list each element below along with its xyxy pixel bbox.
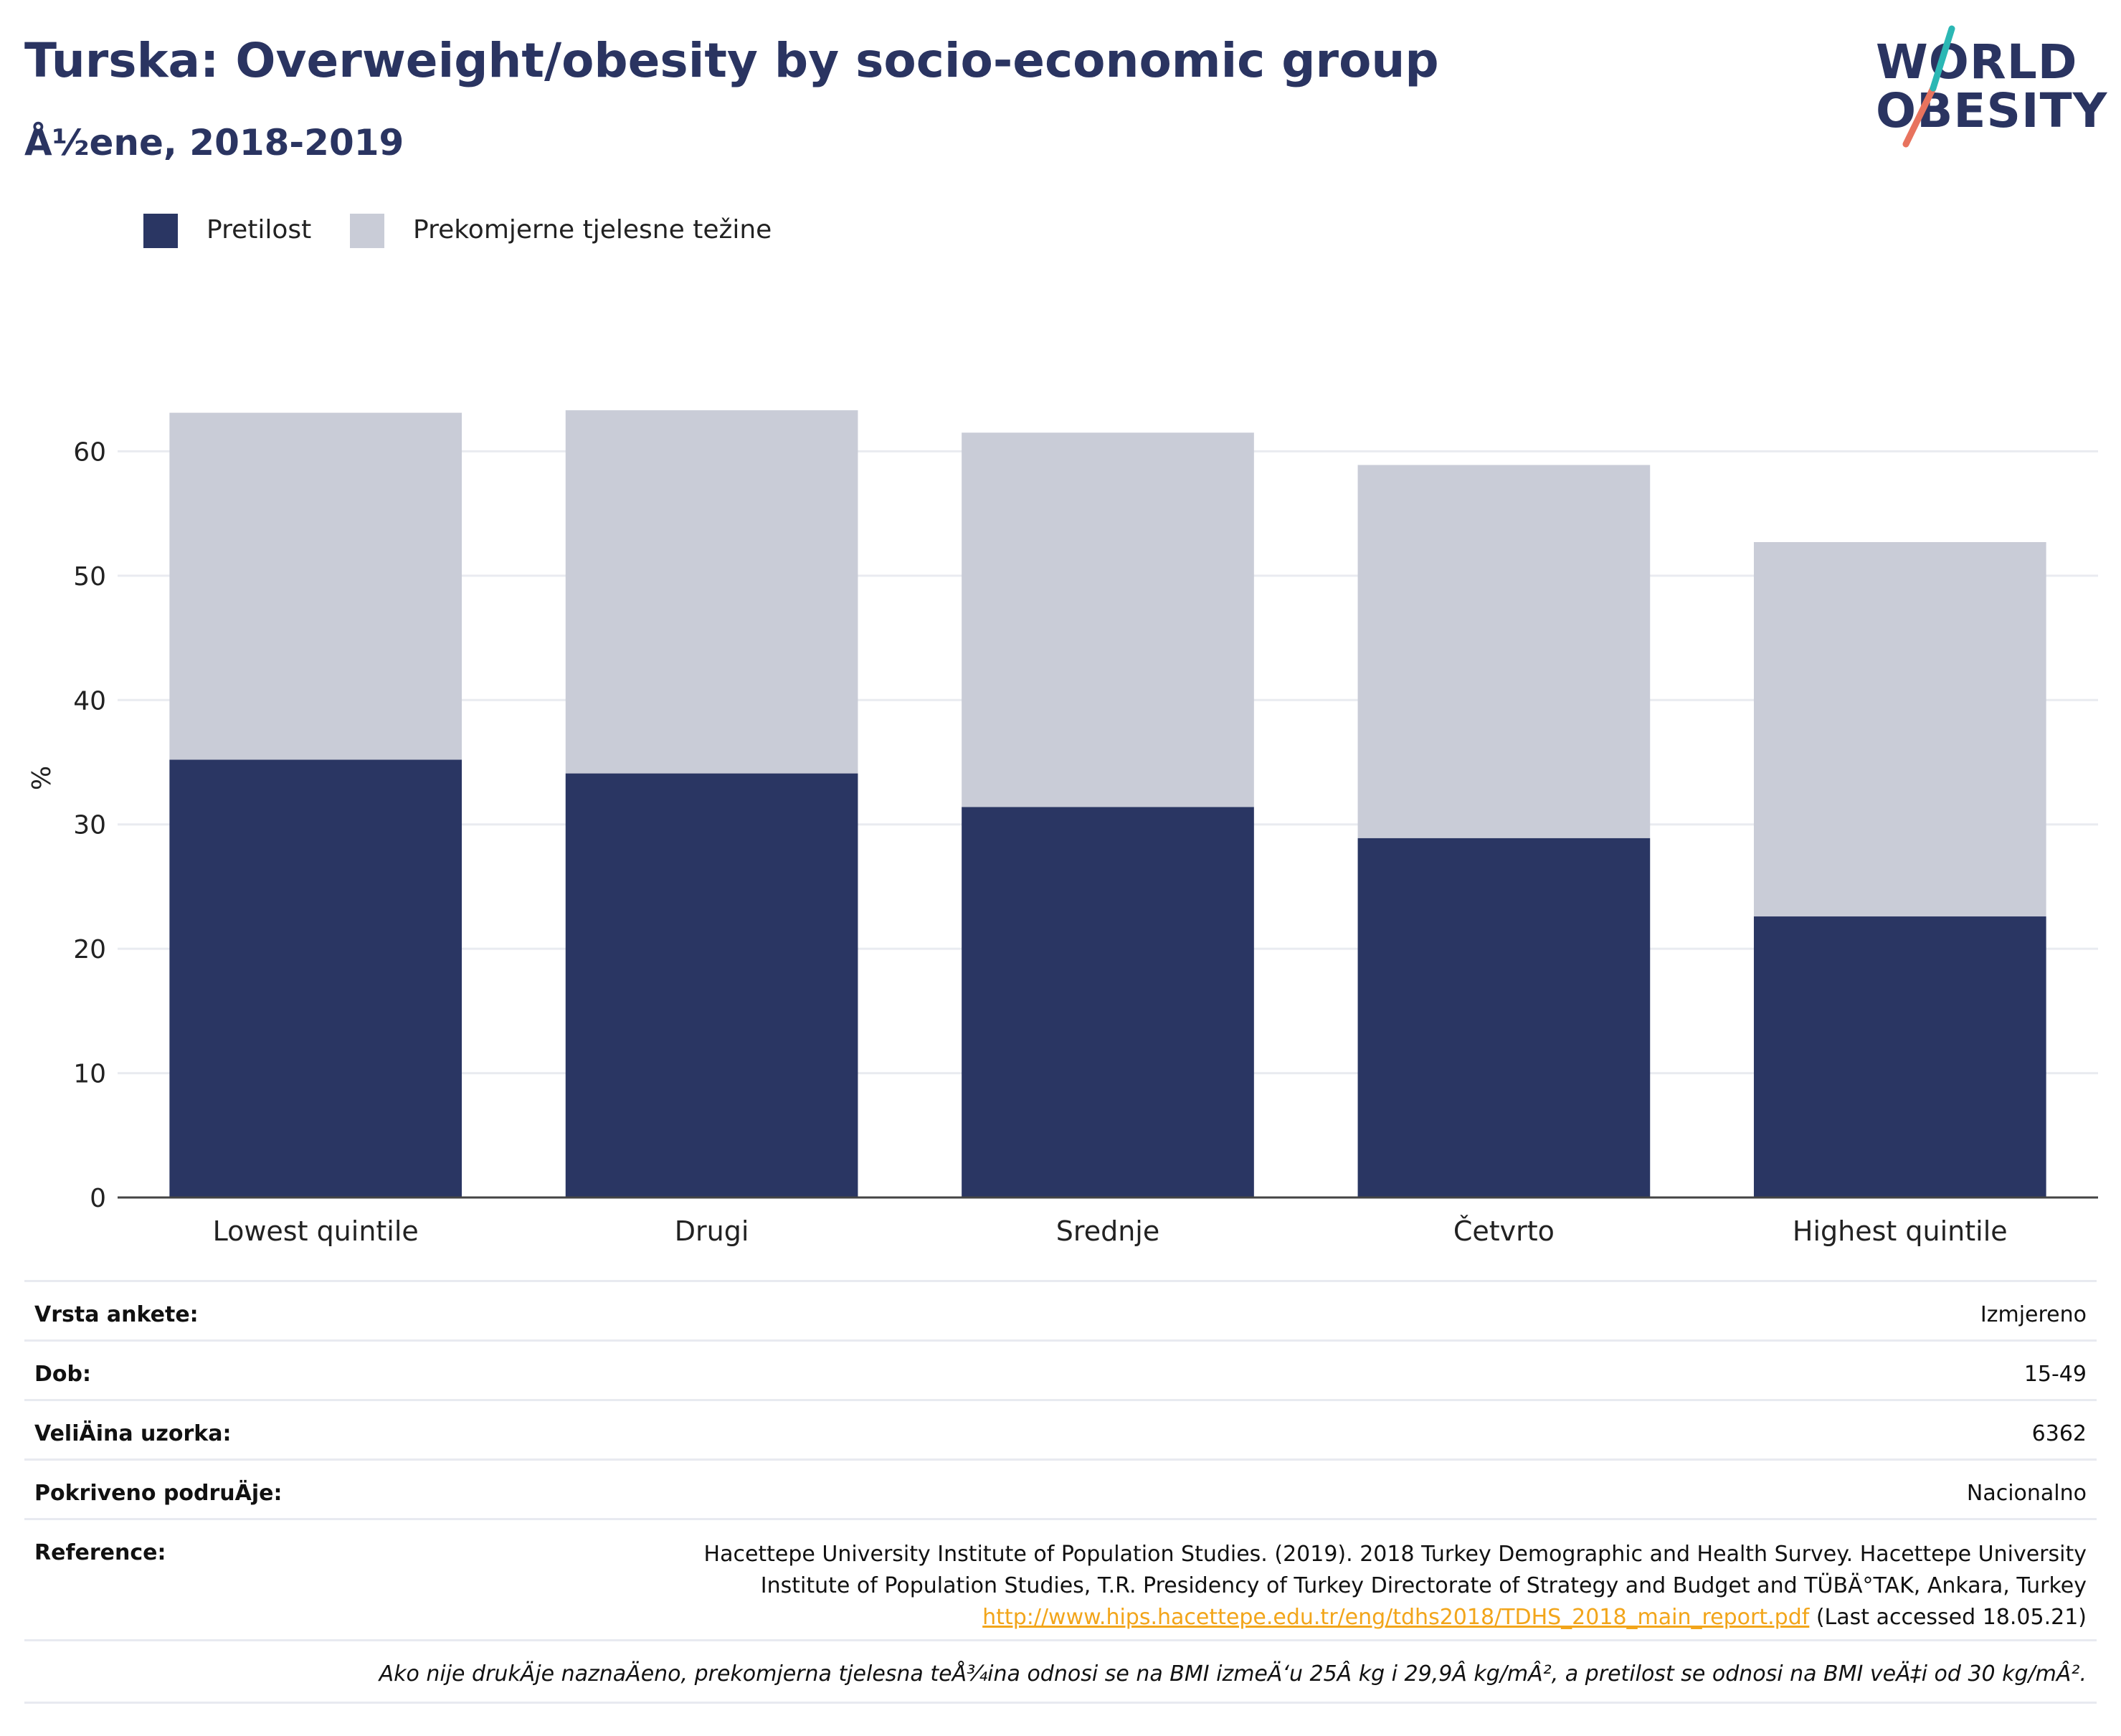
info-row-area-covered: Pokriveno podruÄ je: Nacionalno: [24, 1458, 2097, 1518]
reference-text: Hacettepe University Institute of Popula…: [704, 1539, 2087, 1633]
y-tick-label: 30: [73, 811, 106, 840]
bar-obesity: [566, 774, 858, 1197]
bmi-definition-note: Ako nije drukÄ je naznaÄ eno, prekomjern…: [379, 1661, 2087, 1687]
y-axis-label: %: [27, 766, 57, 790]
y-tick-label: 60: [73, 437, 106, 467]
bar-overweight: [962, 432, 1254, 807]
info-row-sample-size: VeliÄ ina uzorka: 6362: [24, 1399, 2097, 1458]
x-tick-label: Četvrto: [1453, 1215, 1555, 1247]
stacked-bar-chart: 0 10 20 30 40 50 60% Lowest quintile Drugi Srednj…: [0, 0, 2121, 1262]
info-key: VeliÄ ina uzorka:: [34, 1421, 231, 1446]
info-value: 6362: [2032, 1421, 2087, 1446]
info-row-note: Ako nije drukÄ je naznaÄ eno, prekomjern…: [24, 1639, 2097, 1704]
x-tick-label: Drugi: [675, 1215, 749, 1247]
x-tick-label: Srednje: [1056, 1215, 1159, 1247]
x-tick-label: Lowest quintile: [213, 1215, 419, 1247]
bar-overweight: [1358, 465, 1651, 838]
bar-obesity: [962, 807, 1254, 1197]
bar-overweight: [1754, 542, 2046, 916]
info-value: 15-49: [2024, 1362, 2087, 1387]
info-key: Dob:: [34, 1362, 91, 1387]
y-tick-label: 50: [73, 562, 106, 592]
info-key: Reference:: [34, 1540, 166, 1565]
y-tick-label: 20: [73, 935, 106, 964]
bar-obesity: [1358, 838, 1651, 1197]
reference-accessed: (Last accessed 18.05.21): [1816, 1605, 2087, 1630]
reference-line-2: Institute of Population Studies, T.R. Pr…: [704, 1570, 2087, 1602]
y-tick-label: 40: [73, 686, 106, 716]
info-value: Nacionalno: [1967, 1481, 2087, 1506]
reference-link[interactable]: http://www.hips.hacettepe.edu.tr/eng/tdh…: [982, 1605, 1809, 1630]
y-tick-label: 0: [90, 1184, 106, 1213]
info-row-reference: Reference: Hacettepe University Institut…: [24, 1518, 2097, 1639]
bar-obesity: [1754, 916, 2046, 1197]
x-tick-label: Highest quintile: [1793, 1215, 2008, 1247]
bar-overweight: [566, 410, 858, 773]
y-tick-label: 10: [73, 1060, 106, 1089]
info-row-survey-type: Vrsta ankete: Izmjereno: [24, 1280, 2097, 1339]
info-key: Vrsta ankete:: [34, 1302, 199, 1327]
reference-line-3: http://www.hips.hacettepe.edu.tr/eng/tdh…: [704, 1602, 2087, 1633]
bar-overweight: [169, 413, 462, 760]
info-value: Izmjereno: [1980, 1302, 2087, 1327]
survey-info-table: Vrsta ankete: Izmjereno Dob: 15-49 VeliÄ…: [24, 1280, 2097, 1704]
bar-obesity: [169, 760, 462, 1198]
info-key: Pokriveno podruÄ je:: [34, 1481, 283, 1506]
info-row-age: Dob: 15-49: [24, 1339, 2097, 1399]
reference-line-1: Hacettepe University Institute of Popula…: [704, 1539, 2087, 1570]
